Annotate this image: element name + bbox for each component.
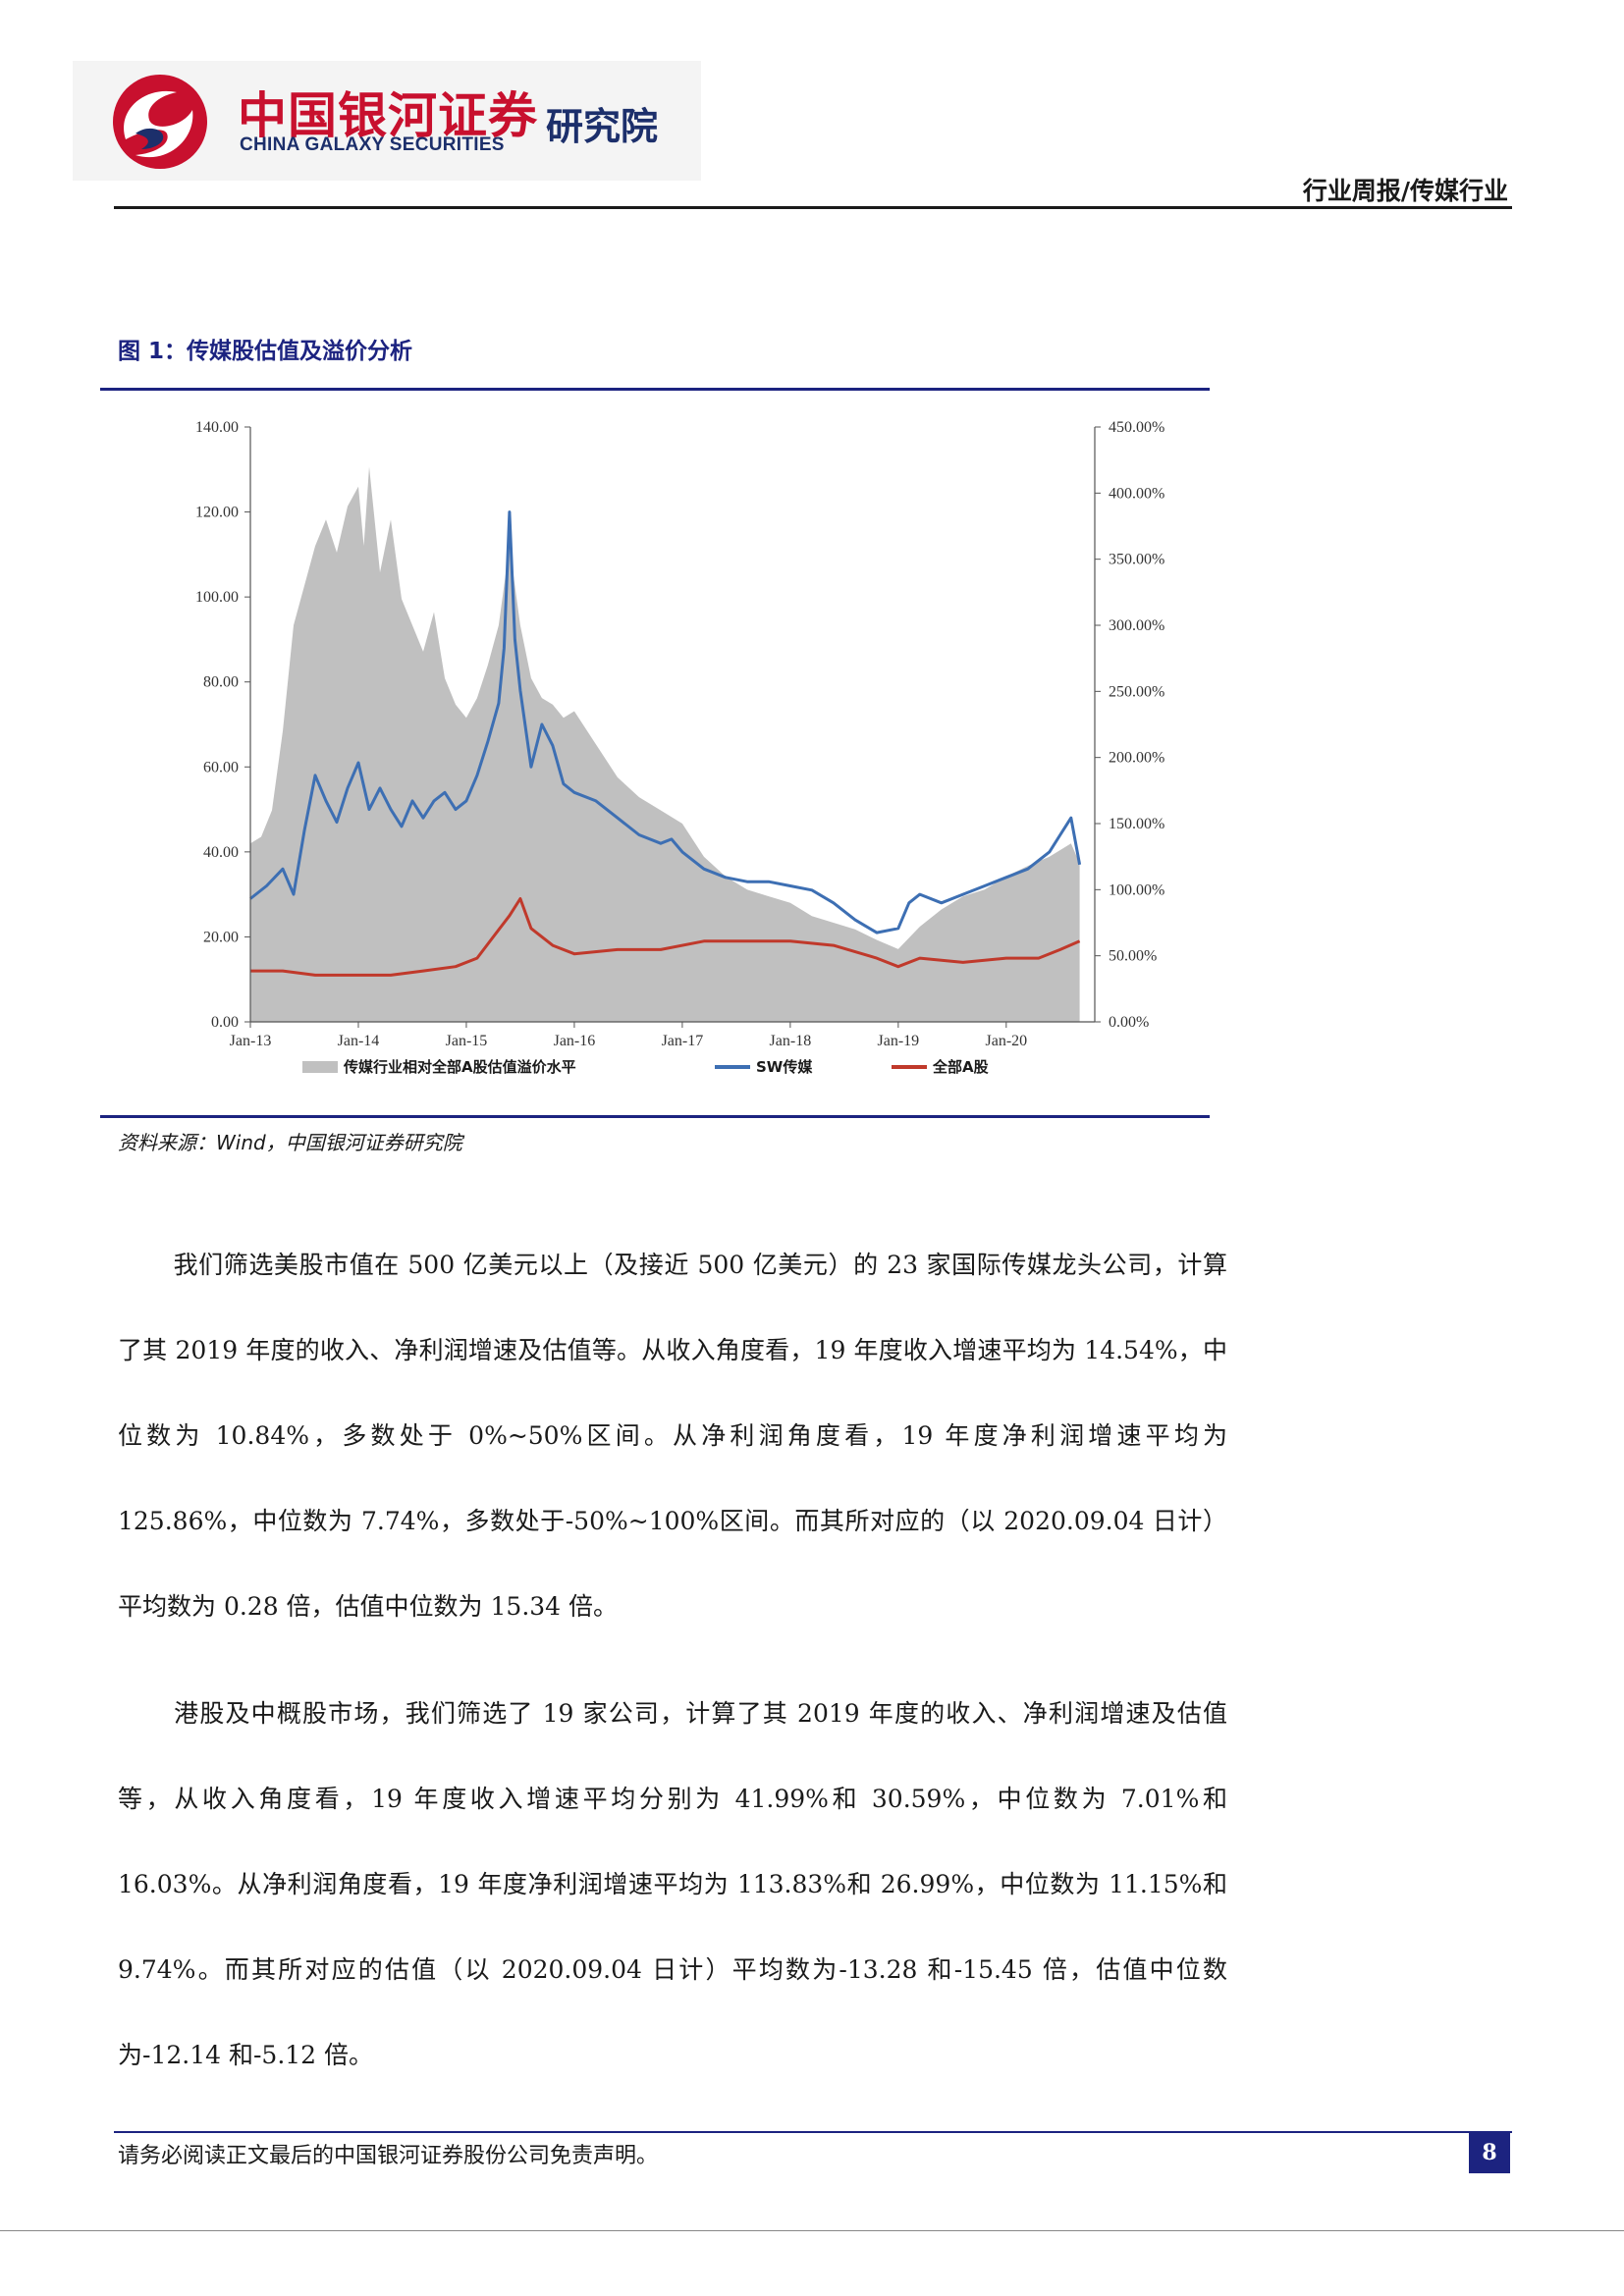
logo-institute: 研究院 [546, 105, 659, 148]
series-area-premium [250, 466, 1080, 1022]
page-bottom-line [0, 2230, 1624, 2231]
line-series-layer [249, 510, 1082, 977]
legend-label: 全部A股 [932, 1058, 990, 1076]
x-tick-label: Jan-20 [985, 1033, 1027, 1049]
right-tick-label: 0.00% [1109, 1014, 1149, 1031]
premium-area-layer [250, 466, 1080, 1022]
logo-english-name: CHINA GALAXY SECURITIES [240, 134, 505, 155]
x-tick-label: Jan-16 [554, 1033, 596, 1049]
chart-legend: 传媒行业相对全部A股估值溢价水平 SW传媒 全部A股 [302, 1058, 990, 1076]
left-tick-label: 80.00 [203, 674, 239, 691]
valuation-chart: 0.00 20.00 40.00 60.00 80.00 100.00 120.00 140.… [195, 419, 1164, 1076]
right-tick-label: 100.00% [1109, 881, 1164, 898]
x-tick-label: Jan-17 [662, 1033, 704, 1049]
right-tick-label: 50.00% [1109, 948, 1157, 965]
legend-swatch-premium [302, 1061, 338, 1073]
galaxy-logo-icon [113, 75, 207, 169]
right-tick-label: 150.00% [1109, 816, 1164, 832]
figure-top-rule [100, 388, 1210, 391]
right-tick-label: 350.00% [1109, 552, 1164, 568]
header-divider [114, 206, 1512, 209]
left-tick-label: 20.00 [203, 929, 239, 945]
right-tick-label: 450.00% [1109, 419, 1164, 436]
left-tick-label: 140.00 [195, 419, 239, 436]
figure-title: 图 1：传媒股估值及溢价分析 [118, 339, 413, 364]
figure-source: 资料来源：Wind，中国银河证券研究院 [118, 1131, 462, 1154]
page-number: 8 [1469, 2132, 1510, 2173]
footer-divider [114, 2131, 1512, 2133]
right-tick-label: 250.00% [1109, 683, 1164, 700]
x-tick-label: Jan-19 [878, 1033, 920, 1049]
left-tick-label: 120.00 [195, 505, 239, 521]
body-paragraph-us-stocks: 我们筛选美股市值在 500 亿美元以上（及接近 500 亿美元）的 23 家国际… [118, 1222, 1227, 1649]
left-tick-label: 40.00 [203, 844, 239, 861]
right-tick-label: 400.00% [1109, 485, 1164, 502]
paragraph-text: 港股及中概股市场，我们筛选了 19 家公司，计算了其 2019 年度的收入、净利… [118, 1699, 1227, 2069]
x-tick-label: Jan-18 [770, 1033, 812, 1049]
x-tick-label: Jan-14 [338, 1033, 380, 1049]
left-tick-label: 0.00 [211, 1014, 239, 1031]
legend-label: SW传媒 [756, 1058, 813, 1076]
report-type: 行业周报/传媒行业 [1302, 177, 1508, 205]
right-tick-label: 200.00% [1109, 750, 1164, 767]
x-tick-label: Jan-13 [230, 1033, 272, 1049]
body-paragraph-hk-stocks: 港股及中概股市场，我们筛选了 19 家公司，计算了其 2019 年度的收入、净利… [118, 1671, 1227, 2098]
paragraph-text: 我们筛选美股市值在 500 亿美元以上（及接近 500 亿美元）的 23 家国际… [118, 1251, 1227, 1621]
legend-label: 传媒行业相对全部A股估值溢价水平 [343, 1058, 576, 1076]
x-tick-label: Jan-15 [446, 1033, 488, 1049]
left-tick-label: 100.00 [195, 589, 239, 606]
axes: 0.00 20.00 40.00 60.00 80.00 100.00 120.00 140.… [195, 419, 1164, 1049]
right-tick-label: 300.00% [1109, 617, 1164, 634]
logo-chinese-name: 中国银河证券 [238, 87, 538, 144]
figure-bottom-rule [100, 1115, 1210, 1118]
disclaimer: 请务必阅读正文最后的中国银河证券股份公司免责声明。 [118, 2144, 659, 2168]
left-tick-label: 60.00 [203, 759, 239, 775]
series-line-sw-media [249, 510, 1082, 934]
series-line-all-a-shares [250, 897, 1081, 977]
